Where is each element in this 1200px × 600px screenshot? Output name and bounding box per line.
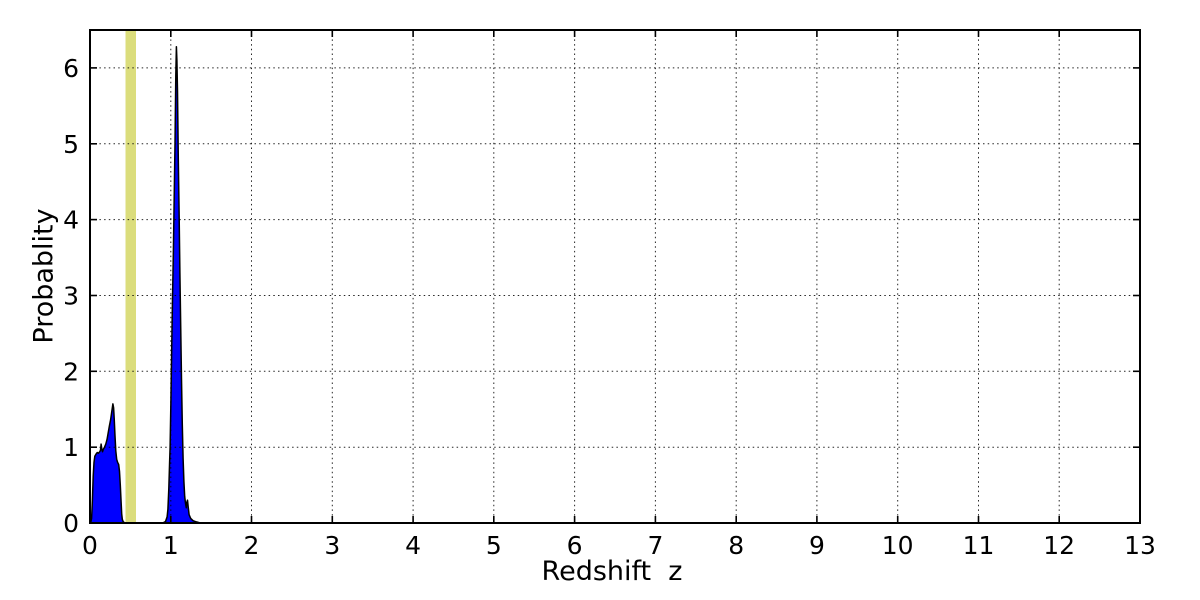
x-tick-label: 13 (1124, 531, 1156, 560)
y-tick-label: 3 (63, 282, 79, 311)
x-tick-label: 4 (405, 531, 421, 560)
x-tick-label: 11 (963, 531, 995, 560)
y-tick-label: 2 (63, 357, 79, 386)
x-tick-label: 9 (809, 531, 825, 560)
reference-redshift-band (125, 30, 136, 523)
gridlines (90, 30, 1140, 523)
y-tick-label: 5 (63, 130, 79, 159)
x-axis-label: Redshift z (541, 556, 683, 587)
x-tick-label: 6 (567, 531, 583, 560)
x-tick-label: 2 (244, 531, 260, 560)
y-axis-label: Probablity (28, 208, 60, 344)
probability-area-series (89, 45, 1141, 524)
x-tick-label: 5 (486, 531, 502, 560)
x-tick-label: 10 (882, 531, 914, 560)
x-tick-label: 1 (163, 531, 179, 560)
x-tick-label: 12 (1043, 531, 1075, 560)
y-tick-label: 6 (63, 54, 79, 83)
y-tick-label: 4 (63, 206, 79, 235)
axes-spines (89, 29, 1141, 524)
x-tick-label: 8 (728, 531, 744, 560)
x-tick-label: 3 (324, 531, 340, 560)
y-tick-label: 0 (63, 509, 79, 538)
y-tick-label: 1 (63, 433, 79, 462)
x-tick-label: 0 (82, 531, 98, 560)
x-tick-label: 7 (647, 531, 663, 560)
